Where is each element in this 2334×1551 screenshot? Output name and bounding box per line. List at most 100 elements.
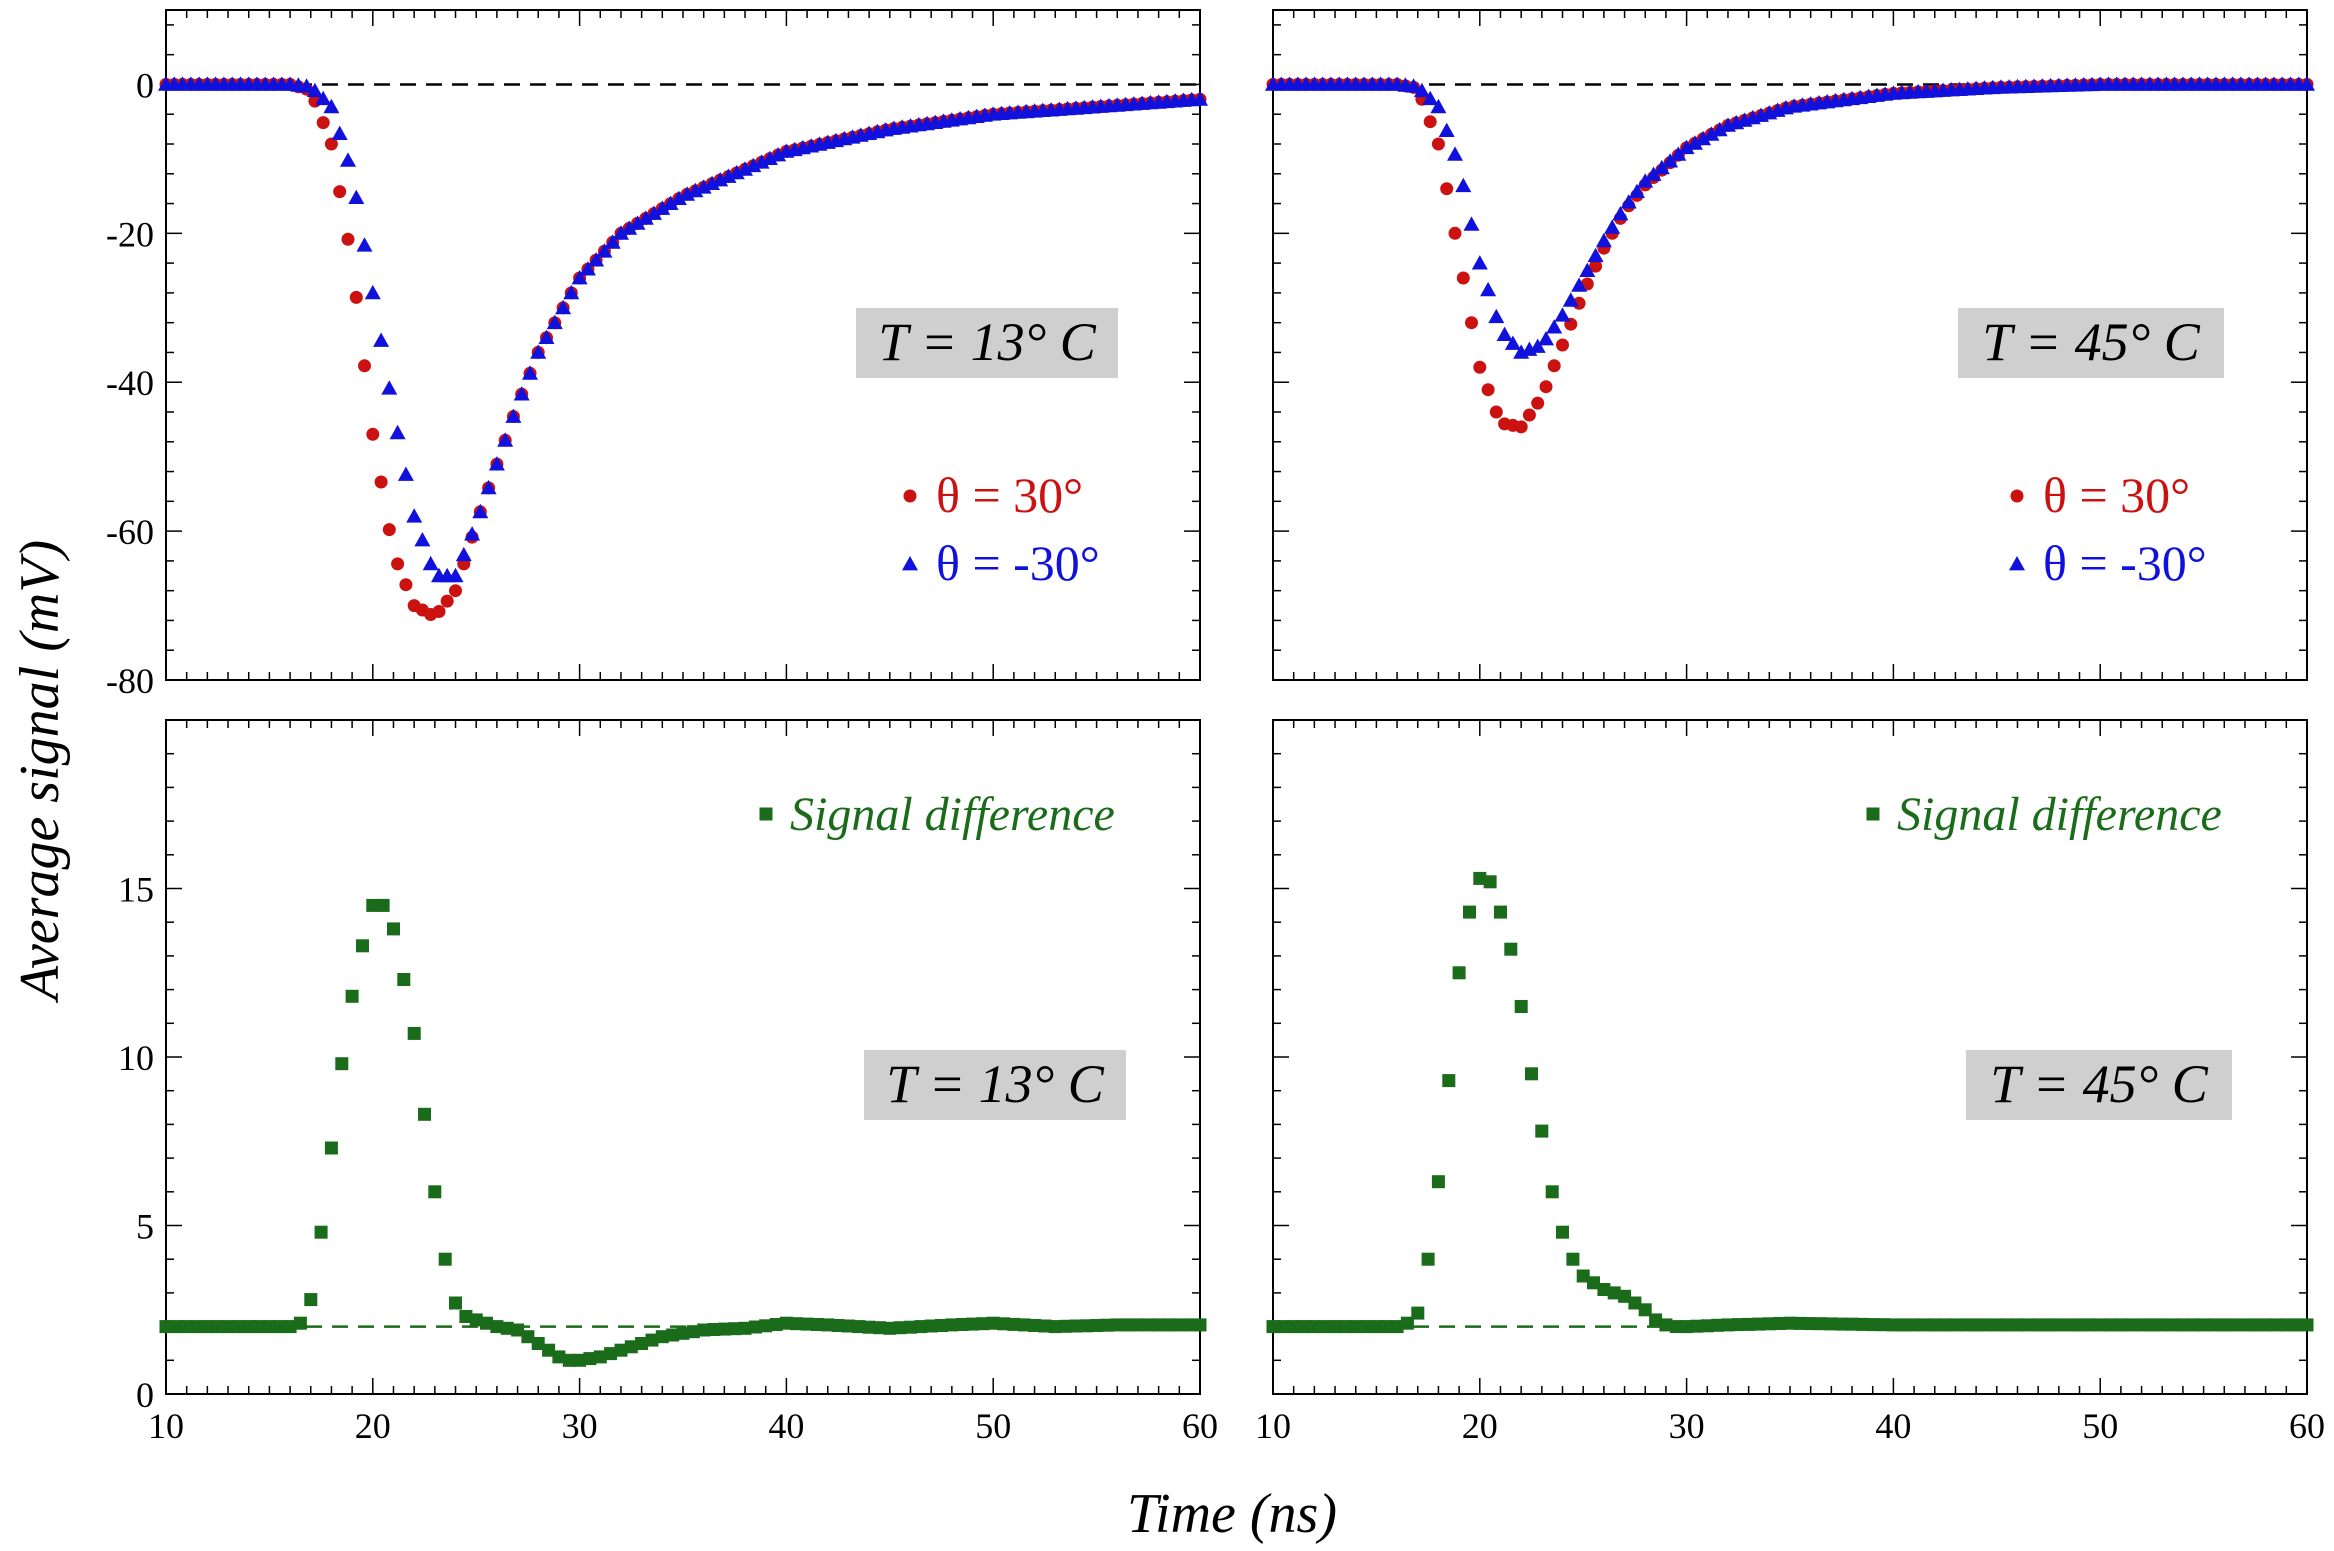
data-point bbox=[1638, 1303, 1652, 1317]
data-point bbox=[604, 1347, 618, 1361]
data-point bbox=[1422, 90, 1439, 106]
data-point bbox=[324, 137, 338, 151]
data-point bbox=[1287, 1320, 1301, 1334]
data-point bbox=[376, 898, 390, 912]
data-point bbox=[2083, 1318, 2097, 1332]
data-point bbox=[1587, 1276, 1600, 1290]
data-point bbox=[614, 1343, 628, 1357]
legend-label: Signal difference bbox=[790, 788, 1115, 841]
data-point bbox=[1959, 1318, 1973, 1332]
data-point bbox=[1562, 292, 1579, 307]
data-point bbox=[613, 225, 629, 240]
data-point bbox=[1576, 1269, 1590, 1283]
temperature-label: T = 13° C bbox=[878, 312, 1097, 372]
data-point bbox=[1539, 380, 1553, 394]
temperature-label: T = 45° C bbox=[1990, 1054, 2209, 1114]
data-point bbox=[997, 1317, 1010, 1331]
y-tick-label: -20 bbox=[106, 214, 154, 254]
data-point bbox=[1349, 1320, 1363, 1334]
data-point bbox=[2176, 1318, 2190, 1332]
data-point bbox=[1421, 1252, 1435, 1266]
data-point bbox=[391, 557, 405, 571]
data-point bbox=[748, 1320, 762, 1334]
data-point bbox=[1380, 1320, 1394, 1334]
data-series-1 bbox=[1266, 871, 2314, 1334]
legend-marker bbox=[902, 556, 918, 571]
data-point bbox=[2197, 1318, 2211, 1332]
data-point bbox=[1886, 1318, 1900, 1332]
data-point bbox=[366, 898, 380, 912]
data-point bbox=[1948, 1318, 1962, 1332]
data-point bbox=[1369, 1320, 1383, 1334]
data-point bbox=[555, 299, 572, 315]
data-point bbox=[1731, 1318, 1745, 1332]
data-point bbox=[655, 1330, 669, 1344]
data-point bbox=[381, 380, 398, 395]
data-point bbox=[399, 578, 413, 592]
data-point bbox=[231, 1320, 245, 1334]
data-point bbox=[1338, 1320, 1352, 1334]
data-point bbox=[841, 1319, 855, 1333]
chart-panel-top-left: 0 -20 -40 -60 -80 T = 13° C θ = 30° θ = -30° bbox=[106, 9, 1208, 701]
data-point bbox=[1471, 255, 1488, 270]
data-point bbox=[717, 1322, 731, 1336]
data-point bbox=[2299, 76, 2315, 91]
data-point bbox=[1473, 360, 1487, 374]
data-point bbox=[562, 1353, 576, 1367]
legend-label: Signal difference bbox=[1897, 788, 2222, 841]
data-point bbox=[1110, 1318, 1124, 1332]
data-point bbox=[945, 1318, 959, 1332]
data-point bbox=[2052, 1318, 2066, 1332]
data-point bbox=[1297, 1320, 1311, 1334]
legend-label: θ = 30° bbox=[936, 467, 1083, 523]
data-point bbox=[1917, 1318, 1931, 1332]
data-point bbox=[1131, 1318, 1145, 1332]
data-point bbox=[1307, 1320, 1321, 1334]
data-point bbox=[2155, 1318, 2169, 1332]
data-point bbox=[1465, 316, 1478, 330]
data-point bbox=[459, 1310, 473, 1323]
data-point bbox=[331, 125, 348, 140]
data-point bbox=[1762, 1317, 1776, 1331]
data-point bbox=[1695, 130, 1712, 146]
data-point bbox=[1703, 126, 1720, 141]
x-tick-label: 30 bbox=[562, 1406, 598, 1446]
data-point bbox=[1742, 1317, 1756, 1331]
data-point bbox=[414, 532, 431, 547]
data-point bbox=[2279, 1318, 2293, 1332]
y-tick-label: -60 bbox=[106, 512, 154, 552]
data-point bbox=[1463, 216, 1480, 231]
data-point bbox=[1855, 1317, 1869, 1331]
data-point bbox=[1589, 259, 1603, 273]
data-point bbox=[1440, 182, 1454, 196]
data-point bbox=[546, 314, 563, 330]
data-point bbox=[624, 1340, 638, 1354]
data-point bbox=[924, 1319, 938, 1333]
data-point bbox=[1448, 226, 1462, 240]
data-point bbox=[1504, 335, 1521, 350]
x-tick-label: 20 bbox=[1462, 1406, 1498, 1446]
data-point bbox=[986, 1316, 1000, 1330]
data-point bbox=[1629, 183, 1645, 198]
data-point bbox=[2238, 1318, 2252, 1332]
data-point bbox=[1172, 1318, 1186, 1332]
data-point bbox=[563, 284, 580, 300]
data-point bbox=[635, 1337, 649, 1350]
data-point bbox=[769, 1318, 783, 1331]
data-point bbox=[1571, 277, 1588, 292]
data-point bbox=[1514, 1000, 1528, 1013]
data-point bbox=[1430, 98, 1447, 114]
data-point bbox=[1141, 1318, 1155, 1332]
data-series-1 bbox=[1266, 77, 2314, 434]
data-point bbox=[1876, 1318, 1890, 1332]
y-tick-label: -80 bbox=[106, 661, 154, 701]
x-tick-label: 50 bbox=[975, 1406, 1011, 1446]
data-point bbox=[407, 1026, 421, 1040]
data-point bbox=[497, 432, 514, 447]
data-point bbox=[1411, 1306, 1425, 1320]
data-point bbox=[1328, 1320, 1342, 1334]
data-point bbox=[389, 424, 406, 440]
data-point bbox=[505, 408, 522, 423]
data-point bbox=[593, 1350, 607, 1364]
data-point bbox=[2217, 1318, 2231, 1332]
